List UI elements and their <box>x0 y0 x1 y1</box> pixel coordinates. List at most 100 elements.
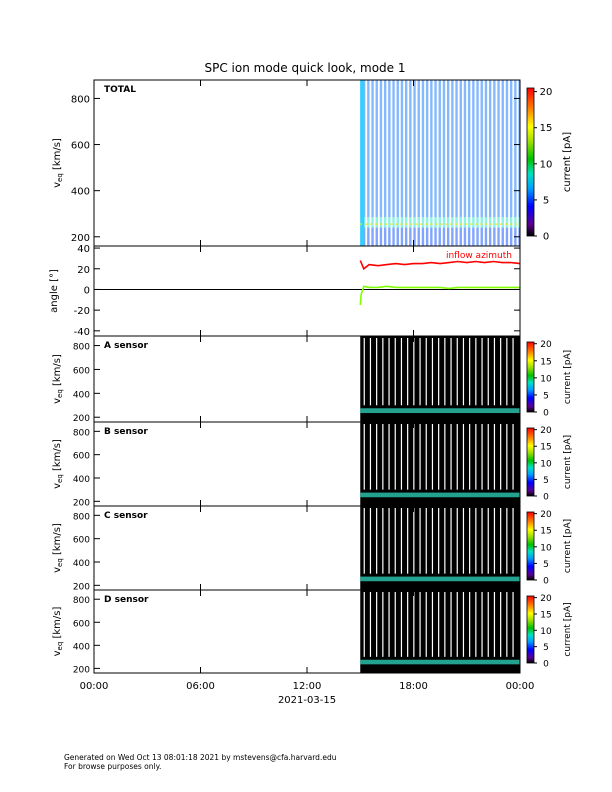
y-tick-label: -20 <box>74 306 90 317</box>
y-axis-label: angle [°] <box>49 269 60 313</box>
colorbar <box>526 87 535 237</box>
colorbar-label: current [pA] <box>562 132 573 192</box>
panel-label: B sensor <box>104 427 148 437</box>
colorbar <box>526 427 535 497</box>
series-line-0 <box>359 260 521 271</box>
spectrogram-band <box>360 492 520 498</box>
y-tick-label: 600 <box>71 141 90 152</box>
colorbar-tick-label: 20 <box>540 594 552 604</box>
colorbar-tick-label: 0 <box>543 660 549 670</box>
footer-generated: Generated on Wed Oct 13 08:01:18 2021 by… <box>64 753 337 762</box>
spectrogram-fill <box>360 336 520 422</box>
y-tick-label: 200 <box>71 233 90 244</box>
colorbar-tick-label: 0 <box>543 409 549 419</box>
colorbar <box>526 511 535 581</box>
y-tick-label: 400 <box>73 475 90 485</box>
footer: Generated on Wed Oct 13 08:01:18 2021 by… <box>64 753 336 771</box>
y-tick-label: 40 <box>77 244 90 255</box>
colorbar-label: current [pA] <box>563 435 573 489</box>
panel-label: C sensor <box>104 511 148 521</box>
x-tick-label: 18:00 <box>399 681 428 692</box>
colorbar-tick-label: 10 <box>540 159 553 170</box>
y-tick-label: 200 <box>73 414 90 424</box>
panel-label: TOTAL <box>104 85 136 95</box>
spectrogram-band <box>360 217 520 228</box>
panel-label: A sensor <box>104 341 149 351</box>
colorbar-tick-label: 10 <box>540 543 552 553</box>
colorbar-tick-label: 5 <box>543 560 549 570</box>
footer-note: For browse purposes only. <box>64 762 162 771</box>
panel-1: inflow azimuth -40 -20 0 20 40 angle [°] <box>49 244 521 338</box>
x-tick-label: 12:00 <box>293 681 322 692</box>
y-tick-label: 0 <box>84 285 90 296</box>
y-axis-label: veq [km/s] <box>52 354 64 404</box>
spectrogram-fill <box>360 590 520 673</box>
spectrogram-fill <box>360 506 520 590</box>
colorbar-tick-label: 20 <box>540 510 552 520</box>
x-tick-label: 00:00 <box>80 681 109 692</box>
panel-3: B sensor 200 400 600 800 veq [km/s] 0 5 10 15 20 cu… <box>52 421 573 508</box>
y-tick-label: 800 <box>71 94 90 105</box>
colorbar-tick-label: 0 <box>543 493 549 503</box>
y-tick-label: 200 <box>73 498 90 508</box>
x-tick-label: 00:00 <box>506 681 535 692</box>
colorbar-tick-label: 15 <box>540 443 551 453</box>
y-tick-label: 800 <box>73 428 90 438</box>
y-axis-label: veq [km/s] <box>52 607 64 657</box>
y-tick-label: 600 <box>73 366 90 376</box>
colorbar-tick-label: 20 <box>540 426 552 436</box>
y-tick-label: 800 <box>73 343 90 353</box>
panel-2: A sensor 200 400 600 800 veq [km/s] 0 5 10 15 20 cu… <box>52 335 573 424</box>
colorbar-label: current [pA] <box>563 350 573 404</box>
y-axis-label: veq [km/s] <box>52 439 64 489</box>
colorbar-label: current [pA] <box>563 519 573 573</box>
colorbar-tick-label: 10 <box>540 459 552 469</box>
y-axis-label: veq [km/s] <box>52 138 64 188</box>
y-tick-label: 800 <box>73 596 90 606</box>
colorbar-tick-label: 0 <box>543 577 549 587</box>
colorbar-label: current [pA] <box>563 602 573 656</box>
y-tick-label: -40 <box>74 327 90 338</box>
y-tick-label: 800 <box>73 512 90 522</box>
y-tick-label: 200 <box>73 582 90 592</box>
colorbar-tick-label: 15 <box>540 123 553 134</box>
y-tick-label: 200 <box>73 665 90 675</box>
spectrogram-onset <box>360 80 365 246</box>
y-tick-label: 400 <box>73 559 90 569</box>
colorbar <box>526 341 535 413</box>
colorbar-tick-label: 5 <box>543 195 549 206</box>
panel-5: D sensor 200 400 600 800 veq [km/s] 0 5 10 15 20 cu… <box>52 589 573 675</box>
series-line-1 <box>359 285 520 306</box>
colorbar-tick-label: 5 <box>543 643 549 653</box>
y-tick-label: 400 <box>73 390 90 400</box>
spectrogram-band <box>360 408 520 414</box>
y-axis-label: veq [km/s] <box>52 523 64 573</box>
colorbar-tick-label: 15 <box>540 610 551 620</box>
inflow-azimuth-annotation: inflow azimuth <box>446 251 512 261</box>
colorbar-tick-label: 20 <box>540 340 552 350</box>
y-tick-label: 400 <box>73 642 90 652</box>
colorbar-tick-label: 15 <box>540 357 551 367</box>
panel-label: D sensor <box>104 595 149 605</box>
y-tick-label: 600 <box>73 452 90 462</box>
panel-0: TOTAL 200 400 600 800 veq [km/s] 0 5 10 15 20 curre… <box>52 79 573 247</box>
spectrogram-fill <box>360 422 520 506</box>
colorbar-tick-label: 20 <box>540 87 553 98</box>
y-tick-label: 600 <box>73 619 90 629</box>
colorbar-tick-label: 5 <box>543 476 549 486</box>
spectrogram-band <box>360 659 520 665</box>
y-tick-label: 400 <box>71 187 90 198</box>
y-tick-label: 600 <box>73 536 90 546</box>
panel-4: C sensor 200 400 600 800 veq [km/s] 0 5 10 15 20 cu… <box>52 505 573 592</box>
spectrogram-band <box>360 576 520 582</box>
colorbar-tick-label: 15 <box>540 527 551 537</box>
x-tick-label: 06:00 <box>186 681 215 692</box>
colorbar-tick-label: 10 <box>540 627 552 637</box>
colorbar-tick-label: 10 <box>540 374 552 384</box>
colorbar-tick-label: 5 <box>543 391 549 401</box>
x-date-label: 2021-03-15 <box>278 695 336 706</box>
colorbar-tick-label: 0 <box>543 232 549 243</box>
colorbar <box>526 595 535 664</box>
figure-title: SPC ion mode quick look, mode 1 <box>205 61 406 75</box>
